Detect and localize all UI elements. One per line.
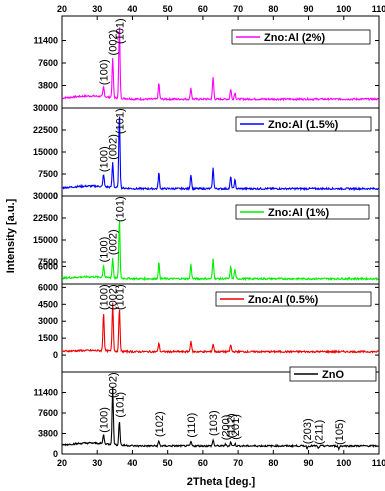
x-tick-label-top: 70 [233, 4, 243, 14]
y-tick-label: 0 [53, 350, 58, 360]
y-tick-label: 3800 [38, 429, 58, 439]
y-tick-label: 30000 [33, 103, 58, 113]
peak-label: (002) [108, 372, 120, 398]
x-tick-label-bottom: 60 [198, 458, 208, 468]
legend-box: ZnO [289, 366, 377, 382]
peak-label: (200) [220, 415, 232, 441]
peak-label: (101) [114, 284, 126, 310]
y-tick-label: 30000 [33, 191, 58, 201]
x-tick-label-top: 40 [127, 4, 137, 14]
peak-label: (112) [226, 413, 238, 438]
y-tick-label: 15000 [33, 235, 58, 245]
x-tick-label-top: 110 [372, 4, 385, 14]
peak-label: (002) [108, 134, 120, 160]
x-tick-label-top: 100 [336, 4, 351, 14]
peak-label: (101) [114, 108, 126, 134]
legend-frame [215, 291, 372, 307]
legend-box: Zno:Al (1%) [235, 204, 370, 220]
x-tick-label-bottom: 40 [127, 458, 137, 468]
legend-frame [231, 29, 371, 45]
y-tick-label: 7600 [38, 58, 58, 68]
y-axis-title: Intensity [a.u.] [5, 198, 17, 273]
x-tick-label-bottom: 100 [336, 458, 351, 468]
x-axis-title: 2Theta [deg.] [187, 476, 256, 488]
legend-label: Zno:Al (1.5%) [268, 119, 339, 131]
x-tick-label-bottom: 20 [57, 458, 67, 468]
legend-label: Zno:Al (1%) [268, 207, 329, 219]
series-line [61, 387, 379, 452]
peak-label: (100) [99, 146, 111, 172]
y-tick-label: 6000 [38, 282, 58, 292]
x-tick-label-top: 80 [268, 4, 278, 14]
y-tick-label: 11400 [33, 36, 58, 46]
x-tick-label-bottom: 30 [92, 458, 102, 468]
peak-label: (110) [186, 413, 198, 438]
legend-box: Zno:Al (1.5%) [235, 116, 372, 132]
x-tick-label-top: 30 [92, 4, 102, 14]
y-tick-label: 1500 [38, 333, 58, 343]
x-tick-label-bottom: 110 [372, 458, 385, 468]
legend-box: Zno:Al (2%) [231, 29, 371, 45]
y-tick-label: 15000 [33, 147, 58, 157]
y-tick-label: 6000 [38, 261, 58, 271]
legend-box: Zno:Al (0.5%) [215, 291, 372, 307]
x-tick-label-bottom: 90 [304, 458, 314, 468]
legend-frame [235, 204, 370, 220]
y-tick-label: 0 [53, 191, 58, 201]
peak-label: (101) [114, 392, 126, 418]
peak-label: (203) [302, 418, 314, 444]
legend-frame [235, 116, 372, 132]
y-tick-label: 4500 [38, 299, 58, 309]
x-tick-label-bottom: 50 [163, 458, 173, 468]
series-line [62, 220, 379, 282]
legend-frame [289, 366, 377, 382]
y-tick-label: 7500 [38, 169, 58, 179]
y-tick-label: 22500 [33, 125, 58, 135]
legend-label: Zno:Al (2%) [264, 32, 325, 44]
x-tick-label-top: 90 [304, 4, 314, 14]
x-tick-label-top: 50 [163, 4, 173, 14]
y-tick-label: 7500 [38, 257, 58, 267]
x-tick-label-top: 60 [198, 4, 208, 14]
x-tick-label-bottom: 80 [268, 458, 278, 468]
peak-label: (211) [313, 420, 325, 445]
series-line [61, 302, 379, 355]
peak-label: (101) [114, 196, 126, 222]
y-tick-label: 0 [53, 449, 58, 459]
legend-label: ZnO [322, 369, 344, 381]
y-tick-label: 7600 [38, 408, 58, 418]
peak-label: (100) [99, 407, 111, 433]
peak-label: (100) [99, 59, 111, 85]
y-tick-label: 11400 [33, 388, 58, 398]
series-line [61, 116, 379, 192]
peak-label: (002) [108, 30, 120, 56]
y-tick-label: 3000 [38, 316, 58, 326]
peak-label: (103) [208, 410, 220, 436]
y-tick-label: 3800 [38, 81, 58, 91]
peak-label: (201) [230, 414, 242, 440]
peak-label: (100) [99, 284, 111, 310]
peak-label: (002) [108, 229, 120, 255]
series-line [61, 27, 379, 102]
peak-label: (105) [334, 419, 346, 445]
plot-frame [61, 15, 380, 455]
peak-label: (101) [114, 18, 126, 44]
y-tick-label: 22500 [33, 213, 58, 223]
x-tick-label-bottom: 70 [233, 458, 243, 468]
legend-label: Zno:Al (0.5%) [248, 294, 319, 306]
peak-label: (100) [99, 237, 111, 263]
x-tick-label-top: 20 [57, 4, 67, 14]
peak-label: (102) [154, 411, 166, 437]
peak-label: (002) [108, 284, 120, 310]
